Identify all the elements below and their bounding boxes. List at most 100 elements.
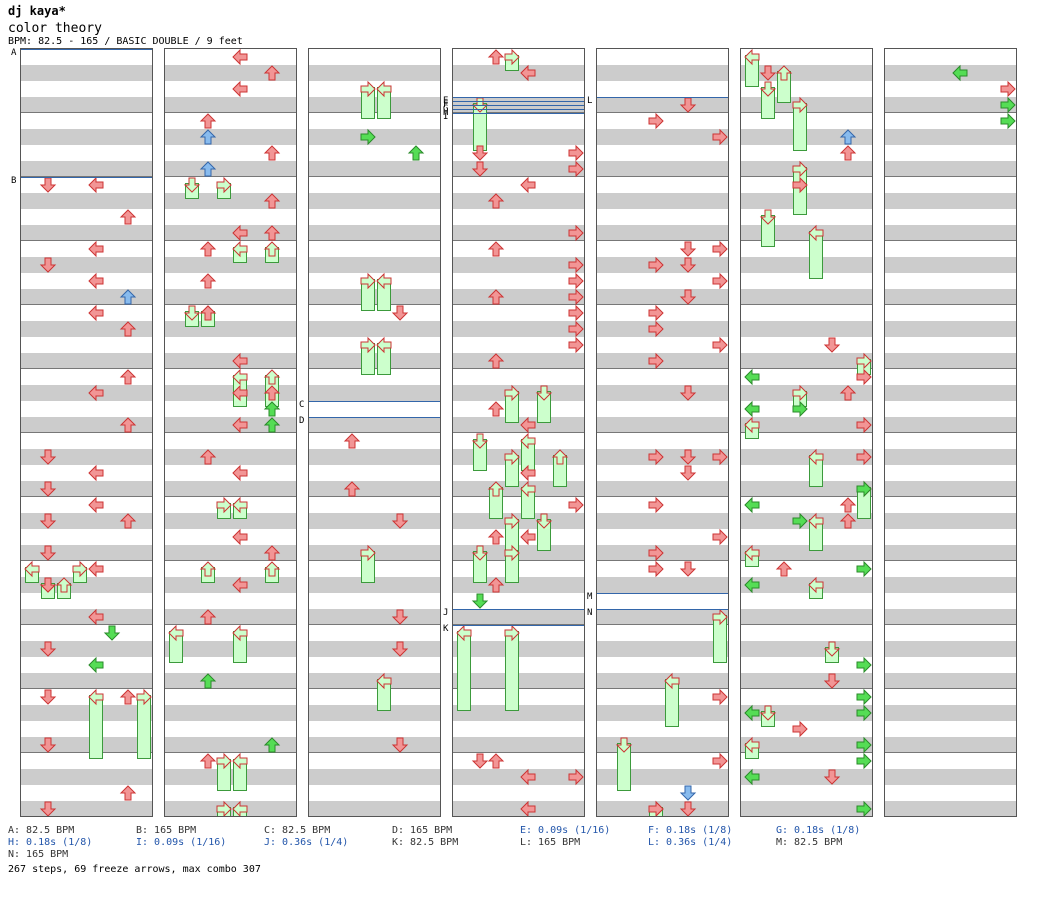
freeze-head-arrow [504, 384, 520, 402]
tempo-marker-label: A [11, 48, 17, 58]
step-stats: 267 steps, 69 freeze arrows, max combo 3… [8, 864, 261, 875]
freeze-head-arrow [535, 513, 553, 529]
step-arrow [679, 449, 697, 465]
step-arrow [119, 513, 137, 529]
step-arrow [792, 176, 808, 194]
step-arrow [39, 689, 57, 705]
freeze-head-arrow [232, 496, 248, 514]
measure-line [741, 496, 872, 497]
step-arrow [823, 673, 841, 689]
step-arrow [391, 609, 409, 625]
legend-entry: L: 0.36s (1/4) [648, 837, 733, 848]
chart-column-1 [20, 48, 153, 817]
freeze-head-arrow [199, 561, 217, 577]
freeze-head-arrow [792, 160, 808, 178]
step-arrow [679, 289, 697, 305]
step-arrow [152, 753, 153, 769]
freeze-head-arrow [471, 545, 489, 561]
step-arrow [568, 496, 584, 514]
step-arrow [391, 737, 409, 753]
measure-line [453, 304, 584, 305]
step-arrow [391, 305, 409, 321]
chart-column-7 [884, 48, 1017, 817]
step-arrow [487, 193, 505, 209]
freeze-head-arrow [55, 577, 73, 593]
step-arrow [648, 448, 664, 466]
step-arrow [199, 305, 217, 321]
step-arrow [568, 336, 584, 354]
step-arrow [199, 449, 217, 465]
step-arrow [568, 144, 584, 162]
step-arrow [391, 641, 409, 657]
step-arrow [568, 768, 584, 786]
tempo-marker-label: K [443, 624, 449, 634]
tempo-marker-label: H [443, 108, 449, 118]
step-arrow [823, 769, 841, 785]
measure-line [21, 368, 152, 369]
measure-line [741, 816, 872, 817]
measure-line [165, 560, 296, 561]
freeze-head-arrow [216, 752, 232, 770]
step-arrow [440, 385, 441, 401]
step-arrow [199, 129, 217, 145]
measure-line [453, 816, 584, 817]
freeze-head-arrow [808, 512, 824, 530]
freeze-head-arrow [232, 624, 248, 642]
freeze-head-arrow [168, 624, 184, 642]
measure-line [21, 112, 152, 113]
step-arrow [152, 529, 153, 545]
step-arrow [471, 145, 489, 161]
step-arrow [568, 224, 584, 242]
step-arrow [568, 160, 584, 178]
step-arrow [471, 593, 489, 609]
step-arrow [263, 737, 281, 753]
step-arrow [88, 272, 104, 290]
step-arrow [1000, 80, 1016, 98]
measure-line [21, 240, 152, 241]
step-arrow [39, 177, 57, 193]
tempo-marker-line [21, 49, 152, 50]
step-arrow [88, 240, 104, 258]
step-arrow [856, 416, 872, 434]
step-arrow [119, 289, 137, 305]
step-arrow [440, 769, 441, 785]
measure-line [597, 688, 728, 689]
step-arrow [712, 336, 728, 354]
freeze-head-arrow [504, 448, 520, 466]
legend-entry: G: 0.18s (1/8) [776, 825, 861, 836]
tempo-marker-label: B [11, 176, 17, 186]
measure-line [597, 752, 728, 753]
step-arrow [679, 241, 697, 257]
step-arrow [263, 401, 281, 417]
step-arrow [199, 753, 217, 769]
step-arrow [152, 481, 153, 497]
measure-line [885, 752, 1016, 753]
step-arrow [471, 161, 489, 177]
tempo-marker-line [597, 97, 728, 98]
freeze-head-arrow [376, 336, 392, 354]
measure-line [309, 496, 440, 497]
step-arrow [88, 176, 104, 194]
step-arrow [471, 753, 489, 769]
step-arrow [792, 400, 808, 418]
step-arrow [648, 112, 664, 130]
step-arrow [440, 401, 441, 417]
step-arrow [88, 304, 104, 322]
freeze-head-arrow [520, 480, 536, 498]
step-arrow [648, 320, 664, 338]
chart-column-5 [596, 48, 729, 817]
measure-line [885, 560, 1016, 561]
step-arrow [679, 561, 697, 577]
tempo-marker-line [453, 101, 584, 102]
measure-line [21, 816, 152, 817]
measure-line [597, 432, 728, 433]
step-arrow [263, 65, 281, 81]
step-arrow [839, 497, 857, 513]
measure-line [453, 112, 584, 113]
freeze-head-arrow [136, 688, 152, 706]
measure-line [21, 432, 152, 433]
tempo-marker-line [597, 593, 728, 594]
measure-line [597, 624, 728, 625]
freeze-head-arrow [744, 49, 760, 66]
freeze-head-arrow [744, 544, 760, 562]
